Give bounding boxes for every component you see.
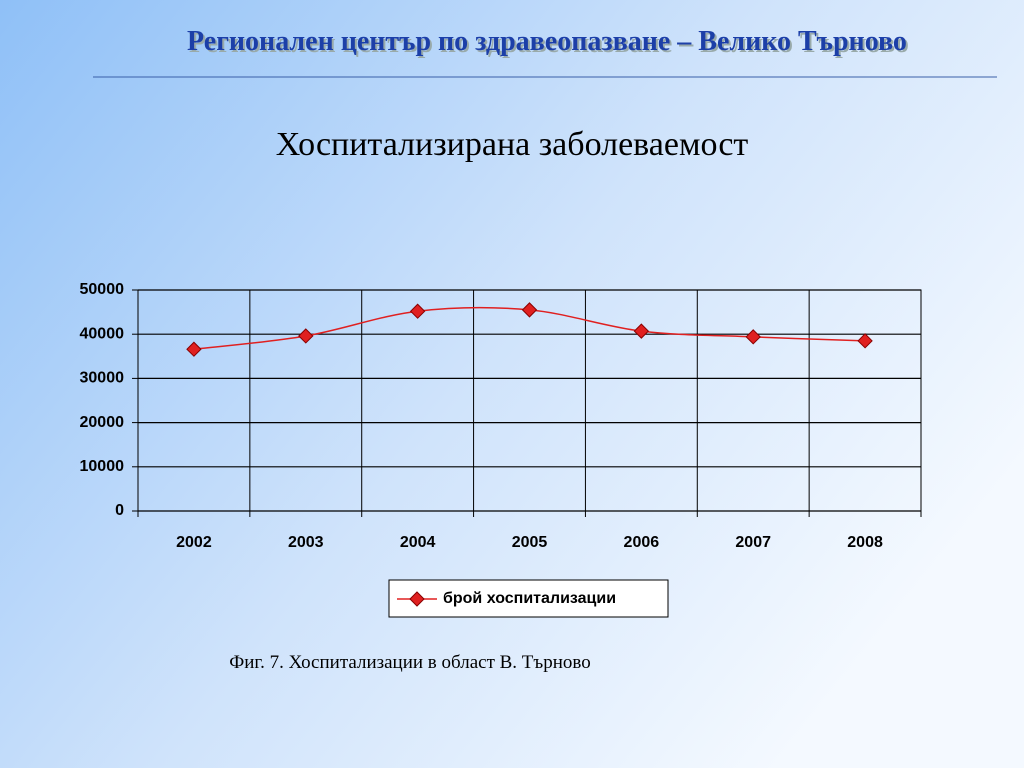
data-point [298,328,314,344]
caption: Фиг. 7. Хоспитализации в област В. Търно… [229,652,591,673]
data-point [186,341,202,357]
data-point [633,323,650,339]
x-tick-label: 2003 [288,534,324,551]
legend-box [388,579,669,618]
header-shadow: Регионален център по здравеопазване – Ве… [189,28,909,59]
data-point [857,333,873,349]
legend-label: брой хоспитализации [443,590,616,607]
y-tick-label: 10000 [80,458,125,475]
legend-marker [409,591,425,607]
x-tick-label: 2005 [512,534,548,551]
data-point [521,302,538,318]
chart-title: Хоспитализирана заболеваемост [276,126,749,163]
x-tick-label: 2002 [176,534,212,551]
data-point [745,329,761,345]
x-tick-label: 2004 [400,534,436,551]
x-tick-label: 2008 [847,534,883,551]
y-tick-label: 40000 [80,325,125,342]
y-tick-label: 0 [115,502,124,519]
data-point [409,303,426,319]
header: Регионален център по здравеопазване – Ве… [187,26,907,57]
x-tick-label: 2007 [735,534,771,551]
x-tick-label: 2006 [624,534,660,551]
y-tick-label: 30000 [80,370,125,387]
y-tick-label: 20000 [80,414,125,431]
y-tick-label: 50000 [80,281,125,298]
